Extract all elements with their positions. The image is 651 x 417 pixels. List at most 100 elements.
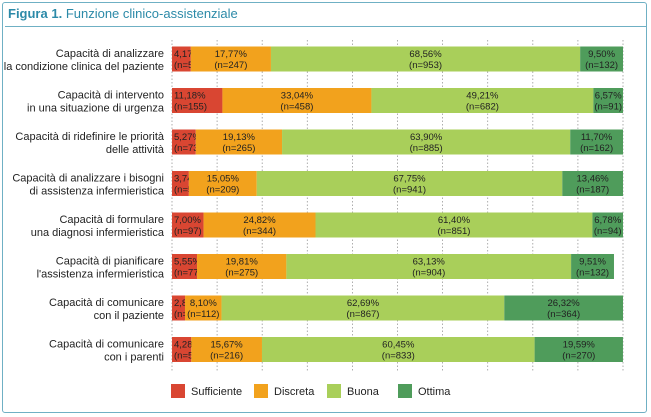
bar-segment <box>371 88 594 113</box>
bar-segment <box>261 337 535 362</box>
bar-segment <box>571 254 614 279</box>
data-label: 60,45% <box>382 340 415 351</box>
data-label: 33,04% <box>281 91 314 102</box>
legend-label: Buona <box>347 386 380 398</box>
data-label: (n=344) <box>243 226 276 237</box>
bar-segment <box>534 337 623 362</box>
bar-segment <box>256 171 563 196</box>
category-label: Capacità di ridefinire le priorità <box>15 131 164 143</box>
legend-swatch <box>254 384 268 398</box>
data-label: (n=58) <box>174 60 202 71</box>
data-label: (n=458) <box>280 102 313 113</box>
bar-segment <box>593 88 623 113</box>
data-label: 8,10% <box>190 298 217 309</box>
data-label: 68,56% <box>409 49 442 60</box>
bar-segment <box>172 254 198 279</box>
data-label: (n=52) <box>174 185 202 196</box>
data-label: 19,13% <box>223 132 256 143</box>
category-label: una diagnosi infermieristica <box>31 227 165 239</box>
data-label: 17,77% <box>215 49 248 60</box>
bar-segment <box>197 254 287 279</box>
title-divider <box>5 26 646 27</box>
legend-swatch <box>327 384 341 398</box>
bar-segment <box>221 295 505 321</box>
data-label: (n=682) <box>466 102 499 113</box>
bar-segment <box>504 295 623 321</box>
data-label: (n=275) <box>225 268 258 279</box>
data-label: 63,13% <box>413 257 446 268</box>
bar-segment <box>172 46 191 72</box>
category-label: Capacità di formulare <box>59 214 164 226</box>
data-label: 19,59% <box>563 340 596 351</box>
data-label: (n=364) <box>547 309 580 320</box>
bar-segment <box>562 171 623 196</box>
bar-segment <box>315 212 593 238</box>
figure-prefix: Figura 1. <box>8 6 63 21</box>
data-label: (n=97) <box>174 226 202 237</box>
bar-segment <box>172 337 192 362</box>
category-label: con il paziente <box>94 310 164 322</box>
data-label: 9,51% <box>579 257 606 268</box>
data-label: 7,00% <box>174 215 201 226</box>
bar-segment <box>172 88 223 113</box>
data-label: 15,05% <box>207 174 240 185</box>
bar-segment <box>592 212 623 238</box>
legend-label: Ottima <box>418 386 451 398</box>
data-label: 5,55% <box>174 257 201 268</box>
data-label: 63,90% <box>410 132 443 143</box>
data-label: (n=216) <box>210 351 243 362</box>
data-label: 11,70% <box>581 132 613 143</box>
bar-segment <box>172 129 196 155</box>
bar-segment <box>172 212 204 238</box>
data-label: (n=953) <box>409 60 442 71</box>
category-label: delle attività <box>106 144 165 156</box>
data-label: 5,27% <box>174 132 201 143</box>
data-label: (n=833) <box>382 351 415 362</box>
bar-segment <box>282 129 571 155</box>
bar-segment <box>203 212 316 238</box>
bar-segment <box>580 46 623 72</box>
bar-segment <box>191 337 262 362</box>
bar-segment <box>172 171 189 196</box>
category-label: di assistenza infermieristica <box>30 186 165 198</box>
legend-swatch <box>398 384 412 398</box>
data-label: (n=59) <box>174 351 202 362</box>
category-label: in una situazione di urgenza <box>27 103 165 115</box>
figure-title: Figura 1. Funzione clinico-assistenziale <box>8 6 238 21</box>
data-label: 24,82% <box>243 215 276 226</box>
bar-segment <box>195 129 283 155</box>
data-label: (n=187) <box>576 185 609 196</box>
bar-segment <box>222 88 372 113</box>
bar-segment <box>188 171 257 196</box>
bar-segment <box>270 46 581 72</box>
data-label: (n=112) <box>187 309 219 320</box>
data-label: 49,21% <box>466 91 499 102</box>
category-label: Capacità di intervento <box>58 90 164 102</box>
bar-segment <box>172 295 186 321</box>
data-label: (n=867) <box>346 309 379 320</box>
category-label: l'assistenza infermieristica <box>37 269 165 281</box>
data-label: (n=209) <box>206 185 239 196</box>
data-label: 67,75% <box>393 174 426 185</box>
category-label: Capacità di comunicare <box>49 339 164 351</box>
data-label: (n=132) <box>576 268 609 279</box>
data-label: (n=270) <box>562 351 595 362</box>
data-label: 4,17% <box>174 49 201 60</box>
data-label: (n=155) <box>174 102 207 113</box>
bar-segment <box>190 46 271 72</box>
data-label: (n=265) <box>222 143 255 154</box>
category-label: con i parenti <box>104 352 164 364</box>
category-label: Capacità di analizzare <box>56 48 164 60</box>
figure-title-text: Funzione clinico-assistenziale <box>65 6 238 21</box>
data-label: (n=247) <box>214 60 247 71</box>
bar-segment <box>286 254 572 279</box>
legend-label: Sufficiente <box>191 386 242 398</box>
data-label: (n=851) <box>437 226 470 237</box>
legend-swatch <box>171 384 185 398</box>
data-label: (n=904) <box>412 268 445 279</box>
legend-label: Discreta <box>274 386 315 398</box>
data-label: 19,81% <box>226 257 259 268</box>
data-label: 4,28% <box>174 340 201 351</box>
data-label: (n=132) <box>585 60 618 71</box>
